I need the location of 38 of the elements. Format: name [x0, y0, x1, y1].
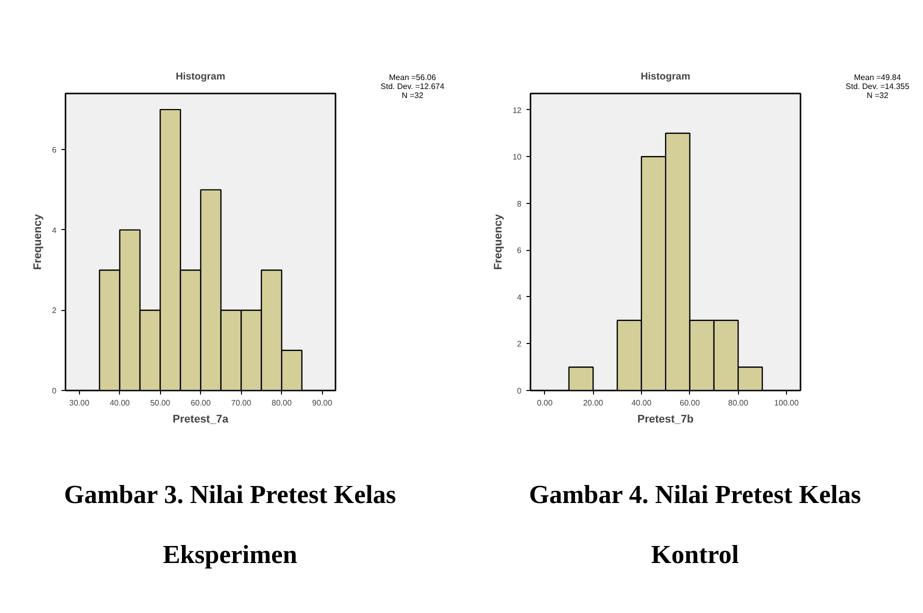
x-axis-title: Pretest_7b [637, 414, 694, 426]
x-tick-label: 40.00 [631, 398, 652, 408]
y-tick-label: 0 [517, 386, 522, 396]
x-tick-label: 50.00 [150, 398, 171, 408]
y-axis-title: Frequency [492, 213, 505, 270]
y-axis-title: Frequency [32, 213, 44, 270]
x-tick-label: 60.00 [190, 398, 212, 408]
text: Std. Dev. =14.355 [846, 82, 910, 91]
x-tick-label: 100.00 [774, 398, 800, 408]
y-tick-label: 12 [512, 106, 522, 115]
y-tick-label: 4 [52, 226, 58, 235]
text: Gambar 3. Nilai Pretest Kelas Eksperimen [63, 479, 397, 571]
x-tick-label: 80.00 [728, 398, 749, 408]
x-tick-label: 20.00 [583, 398, 604, 408]
x-tick-label: 70.00 [231, 398, 252, 408]
x-tick-label: 40.00 [110, 398, 130, 408]
x-tick-label: 30.00 [69, 398, 90, 408]
x-tick-label: 60.00 [680, 398, 700, 408]
y-tick-label: 8 [517, 199, 522, 208]
text: N =32 [400, 91, 424, 100]
y-tick-label: 2 [52, 306, 58, 316]
text: N =32 [866, 91, 890, 100]
chart-title: Histogram [640, 72, 690, 82]
y-tick-label: 6 [52, 146, 58, 155]
x-tick-label: 80.00 [272, 398, 292, 408]
x-tick-label: 0.00 [536, 398, 554, 408]
text: Gambar 4. Nilai Pretest Kelas Kontrol [528, 479, 862, 571]
chart-title: Histogram [176, 72, 226, 82]
y-tick-label: 0 [52, 386, 58, 396]
y-tick-label: 4 [517, 292, 522, 302]
text: Mean =56.06 [388, 73, 437, 82]
text: Mean =49.84 [853, 73, 902, 82]
x-axis-title: Pretest_7a [172, 414, 230, 426]
text: Std. Dev. =12.674 [380, 82, 444, 91]
x-tick-label: 90.00 [312, 398, 333, 408]
y-tick-label: 10 [512, 152, 522, 162]
y-tick-label: 6 [517, 246, 522, 256]
y-tick-label: 2 [517, 340, 522, 349]
